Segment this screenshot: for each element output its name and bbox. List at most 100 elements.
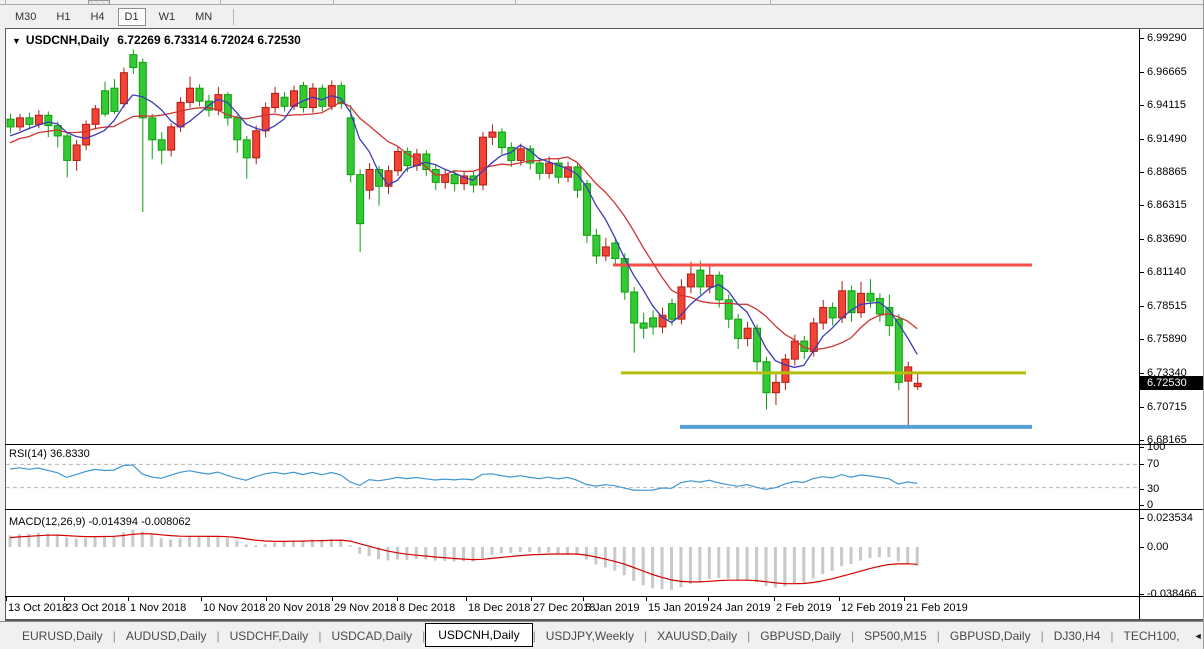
chart-tab-sp500-m15[interactable]: SP500,M15 [864, 628, 927, 643]
chart-tab-usdjpy-weekly[interactable]: USDJPY,Weekly [545, 628, 634, 643]
macd-histogram-bar [717, 547, 721, 579]
axis-tick-mark [1139, 139, 1144, 140]
panel-separator[interactable] [5, 509, 1203, 510]
candle-body [195, 87, 204, 102]
chart-tab-usdchf-daily[interactable]: USDCHF,Daily [229, 628, 309, 643]
date-label: 8 Dec 2018 [399, 602, 456, 614]
macd-histogram-bar [320, 539, 324, 547]
macd-histogram-bar [462, 547, 466, 562]
candle-body [129, 54, 138, 69]
panel-separator[interactable] [5, 444, 1203, 445]
timeframe-button-m30[interactable]: M30 [15, 11, 37, 23]
candle-body [696, 269, 705, 288]
chart-tab-tech100-[interactable]: TECH100, [1123, 628, 1180, 643]
macd-histogram-bar [405, 547, 409, 560]
macd-histogram-bar [377, 547, 381, 560]
axis-value-label: 6.68165 [1147, 434, 1187, 446]
chart-tab-usdcnh-daily[interactable]: USDCNH,Daily [425, 622, 533, 647]
candle-body [828, 307, 837, 319]
macd-histogram-bar [292, 540, 295, 547]
candle-body [44, 114, 53, 127]
candle-body [762, 361, 771, 394]
macd-histogram-bar [414, 547, 418, 560]
macd-histogram-bar [481, 547, 484, 559]
date-tick-mark [266, 597, 267, 601]
axis-value-label: 6.70715 [1147, 401, 1187, 413]
timeframe-button-mn[interactable]: MN [195, 11, 213, 23]
macd-histogram-bar [868, 547, 872, 559]
macd-histogram-bar [46, 533, 50, 547]
macd-histogram-bar [273, 542, 277, 547]
tab-separator: | [532, 628, 536, 643]
candle-body [299, 85, 308, 109]
candle-body [318, 87, 327, 107]
candle-body [488, 131, 497, 138]
candle-body [167, 126, 176, 151]
macd-histogram-bar [112, 535, 116, 547]
candle-body [564, 166, 573, 178]
current-price-tag: 6.72530 [1140, 376, 1203, 390]
candle-body [72, 144, 81, 161]
chart-tab-usdcad-daily[interactable]: USDCAD,Daily [331, 628, 413, 643]
chart-tab-gbpusd-daily[interactable]: GBPUSD,Daily [760, 628, 841, 643]
timeframe-button-h4[interactable]: H4 [90, 11, 105, 23]
candle-body [781, 358, 790, 383]
chart-tab-eurusd-daily[interactable]: EURUSD,Daily [22, 628, 103, 643]
chart-tab-gbpusd-daily[interactable]: GBPUSD,Daily [949, 628, 1031, 643]
tab-separator: | [850, 628, 855, 643]
axis-tick-mark [1139, 464, 1144, 465]
macd-histogram-bar [736, 547, 740, 581]
panel-separator[interactable] [5, 596, 1203, 597]
timeframe-button-d1[interactable]: D1 [117, 8, 146, 26]
axis-value-label: 6.86315 [1147, 199, 1187, 211]
axis-value-label: 0.00 [1147, 541, 1169, 553]
candle-body [819, 307, 828, 324]
date-tick-mark [397, 597, 398, 601]
macd-panel-canvas[interactable] [6, 511, 1139, 596]
window-bottom-edge [5, 619, 1203, 621]
candle-body [271, 92, 280, 109]
candle-body [403, 150, 412, 167]
candle-body [242, 139, 251, 159]
macd-histogram-bar [622, 547, 626, 576]
axis-tick-mark [1139, 594, 1144, 595]
axis-tick-mark [1139, 518, 1144, 519]
candle-body [639, 322, 648, 329]
macd-histogram-bar [670, 547, 673, 590]
chart-tab-dj30-h4[interactable]: DJ30,H4 [1053, 628, 1101, 643]
chart-tab-xauusd-daily[interactable]: XAUUSD,Daily [657, 628, 738, 643]
candle-body [15, 117, 24, 128]
toolbar-separator-tick [770, 0, 771, 5]
candle-body [790, 340, 799, 360]
timeframe-button-w1[interactable]: W1 [158, 11, 176, 23]
timeframe-button-h1[interactable]: H1 [56, 11, 71, 23]
toolbar-separator-tick [220, 0, 221, 5]
candle-body [913, 382, 922, 388]
rsi-panel-canvas[interactable] [6, 446, 1139, 509]
macd-histogram-bar [792, 547, 796, 585]
axis-tick-mark [1139, 489, 1144, 490]
macd-histogram-bar [773, 547, 777, 588]
axis-value-label: 6.99290 [1147, 32, 1187, 44]
macd-histogram-bar [688, 547, 692, 584]
macd-histogram-bar [348, 545, 352, 547]
macd-histogram-bar [36, 533, 40, 547]
tab-separator: | [1040, 628, 1044, 643]
price-chart-canvas[interactable] [6, 31, 1139, 444]
candle-body [365, 168, 374, 191]
macd-histogram-bar [216, 536, 220, 547]
chart-tab-audusd-daily[interactable]: AUDUSD,Daily [125, 628, 207, 643]
candle-body [668, 303, 676, 320]
macd-histogram-bar [424, 547, 428, 560]
date-label: 2 Feb 2019 [776, 602, 832, 614]
macd-histogram-bar [783, 547, 787, 587]
macd-histogram-bar [811, 547, 815, 579]
tab-scroll-left-icon[interactable]: ◄ [1193, 630, 1203, 641]
axis-value-label: 100 [1147, 441, 1166, 453]
symbol-dropdown-icon[interactable]: ▼ [12, 36, 21, 46]
axis-tick-mark [1139, 505, 1144, 506]
macd-histogram-bar [509, 547, 513, 554]
candle-body [233, 117, 242, 141]
macd-histogram-bar [632, 547, 636, 581]
date-tick-mark [839, 597, 840, 601]
